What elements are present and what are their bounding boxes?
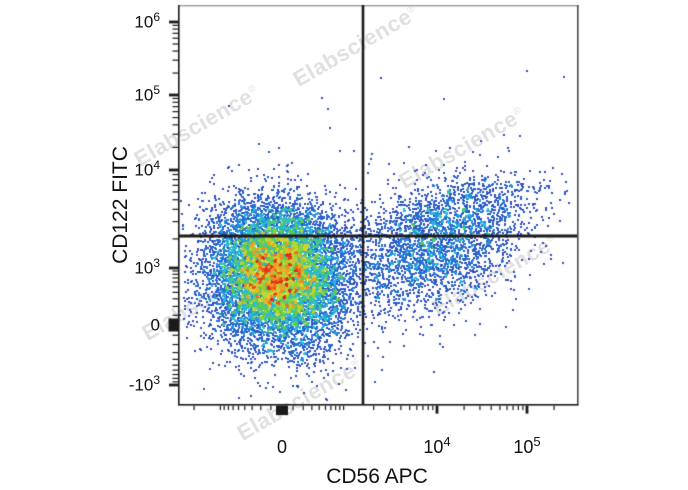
- y-axis-title: CD122 FITC: [109, 146, 132, 264]
- y-tick-label: 105: [134, 82, 160, 105]
- y-tick-label: 103: [134, 255, 160, 278]
- y-tick-label: 106: [134, 9, 160, 32]
- x-axis-title: CD56 APC: [326, 465, 428, 488]
- x-tick-label: 0: [276, 437, 288, 457]
- y-tick-label: 104: [134, 157, 160, 180]
- x-tick-label: 104: [423, 434, 451, 457]
- y-tick-label: 0: [150, 315, 160, 335]
- x-tick-label: 105: [513, 434, 541, 457]
- y-tick-label: -103: [128, 372, 160, 395]
